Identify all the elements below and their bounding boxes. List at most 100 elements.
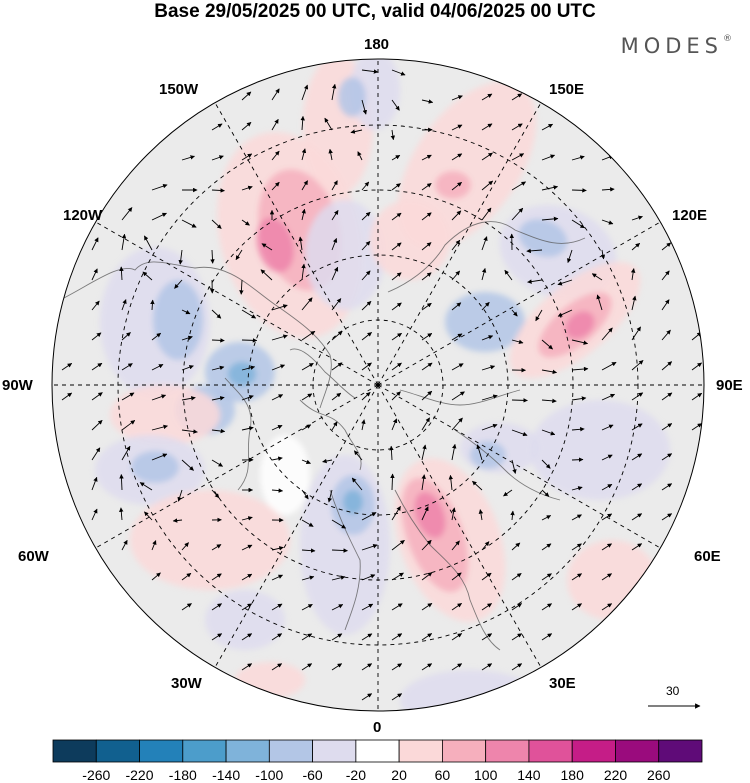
wind-arrow [150,299,155,311]
wind-arrow [481,423,498,431]
wind-arrow [91,332,102,341]
wind-arrow [361,69,379,74]
wind-arrow [361,663,373,671]
wind-arrow [661,483,673,491]
wind-arrow [421,302,432,311]
lon-label-60e: 60E [694,548,721,565]
brand-logo: MODES® [621,34,732,58]
wind-arrow [421,362,433,371]
wind-arrow [271,304,288,311]
wind-arrow [481,633,493,641]
wind-arrow [121,363,133,371]
wind-arrow [541,154,556,161]
colorbar-swatch [441,739,487,763]
wind-arrow [472,480,483,491]
wind-arrow [451,572,462,581]
colorbar-tick-label: -20 [345,767,367,783]
wind-arrow [301,393,313,401]
colorbar [52,739,703,763]
wind-arrow [353,450,363,461]
wind-arrow [391,603,403,611]
wind-arrow [541,573,552,581]
wind-arrow [361,300,372,311]
wind-arrow [661,299,670,311]
wind-arrow [271,334,288,341]
wind-arrow [451,270,461,281]
wind-arrow [241,219,250,226]
wind-arrow [511,573,522,581]
wind-arrow [451,181,462,191]
wind-arrow [390,473,395,491]
wind-arrow [661,453,673,461]
wind-arrow [271,633,283,641]
wind-arrow [241,544,253,551]
wind-arrow [361,693,373,701]
wind-arrow [511,181,526,191]
wind-arrow [391,391,401,401]
wind-arrow [91,362,103,371]
colorbar-tick-label: 220 [603,767,628,783]
wind-arrow [541,369,558,375]
wind-arrow [421,633,433,641]
wind-arrow [511,663,523,671]
wind-arrow [121,207,133,221]
wind-arrow [631,543,643,551]
wind-arrow [571,573,582,581]
wind-arrow [451,540,460,551]
wind-arrow [511,603,522,611]
colorbar-tick-label: -220 [125,767,154,783]
wind-arrow [91,300,100,311]
wind-arrow [241,91,252,101]
wind-arrow [301,548,316,553]
wind-arrow [601,327,613,341]
wind-arrow [91,447,101,461]
wind-arrow [361,512,377,521]
wind-arrow [527,279,543,284]
wind-arrow [119,474,124,491]
wind-arrow [181,219,197,228]
wind-arrow [571,366,589,372]
wind-arrow [300,115,305,131]
wind-arrow [181,429,198,434]
wind-arrow [151,453,168,461]
wind-arrow [451,603,462,611]
wind-arrow [271,364,286,371]
wind-arrow [571,457,584,462]
lon-label-180: 180 [364,36,390,53]
wind-arrow [451,239,461,251]
wind-arrow [361,240,371,251]
wind-arrow [571,514,582,521]
wind-arrow [541,185,559,191]
registered-mark: ® [723,34,732,44]
wind-arrow [181,335,193,341]
lon-label-60w: 60W [18,548,49,565]
colorbar-swatch [528,739,573,763]
wind-arrow [451,302,462,311]
wind-arrow [142,271,153,281]
wind-arrow [421,390,433,401]
wind-arrow [322,458,333,464]
wind-arrow [390,129,396,141]
wind-arrow [210,249,215,264]
wind-arrow [591,273,603,281]
wind-arrow [661,423,673,431]
colorbar-tick-label: -140 [212,767,241,783]
wind-arrow [451,443,457,461]
wind-arrow [91,476,98,491]
wind-arrow [181,459,194,471]
wind-arrow [331,519,347,529]
wind-arrow [601,393,616,401]
wind-arrow [178,249,183,265]
wind-arrow [541,459,551,469]
wind-arrow [181,365,194,371]
wind-arrow [260,269,273,281]
wind-arrow [391,332,402,341]
colorbar-tick-label: 20 [391,767,407,783]
colorbar-swatch [312,739,357,763]
wind-arrow [510,510,515,521]
wind-arrow [481,335,494,341]
wind-arrow [596,294,603,311]
wind-arrow [511,398,528,403]
wind-arrow [421,417,430,431]
